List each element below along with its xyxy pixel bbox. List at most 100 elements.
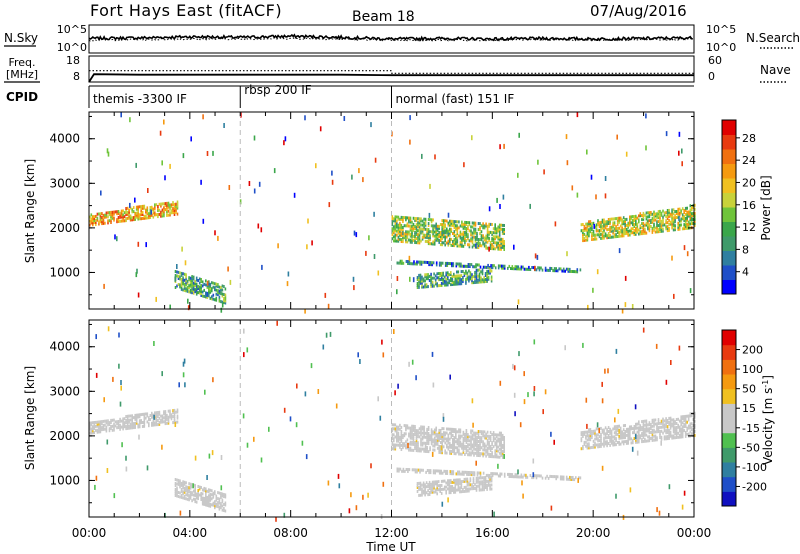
- heatmap-cell: [400, 439, 403, 443]
- heatmap-cell: [212, 293, 215, 297]
- heatmap-cell: [411, 238, 413, 242]
- heatmap-cell: [594, 429, 596, 433]
- heatmap-cell: [415, 445, 418, 449]
- heatmap-cell: [176, 204, 179, 208]
- heatmap-cell: [678, 219, 681, 223]
- heatmap-cell: [511, 473, 514, 477]
- heatmap-cell: [440, 273, 443, 277]
- heatmap-cell: [473, 447, 475, 451]
- heatmap-cell: [630, 215, 633, 219]
- heatmap-cell: [513, 365, 516, 371]
- heatmap-cell: [406, 240, 409, 244]
- heatmap-cell: [429, 469, 432, 473]
- heatmap-cell: [633, 215, 636, 218]
- heatmap-cell: [437, 284, 440, 288]
- heatmap-cell: [491, 266, 494, 270]
- heatmap-cell: [678, 427, 681, 431]
- heatmap-cell: [672, 216, 675, 220]
- heatmap-cell: [258, 181, 261, 187]
- colorbar-swatch: [722, 344, 736, 360]
- heatmap-cell: [195, 290, 198, 294]
- heatmap-cell: [671, 422, 673, 426]
- heatmap-cell: [479, 238, 481, 242]
- heatmap-cell: [677, 227, 679, 231]
- heatmap-cell: [151, 413, 153, 417]
- heatmap-cell: [462, 440, 465, 444]
- heatmap-cell: [430, 278, 432, 282]
- heatmap-cell: [600, 434, 602, 438]
- heatmap-cell: [419, 260, 421, 264]
- heatmap-cell: [158, 422, 161, 426]
- heatmap-cell: [671, 226, 673, 230]
- heatmap-cell: [447, 447, 450, 451]
- heatmap-cell: [399, 261, 402, 265]
- heatmap-cell: [129, 424, 132, 428]
- heatmap-cell: [93, 219, 96, 223]
- heatmap-cell: [403, 216, 406, 220]
- heatmap-cell: [424, 223, 427, 227]
- heatmap-cell: [601, 230, 604, 234]
- heatmap-cell: [458, 264, 461, 268]
- heatmap-cell: [128, 210, 130, 214]
- y-tick-label: 1000: [49, 473, 80, 487]
- heatmap-cell: [503, 266, 506, 270]
- heatmap-cell: [492, 435, 495, 439]
- heatmap-cell: [441, 219, 443, 223]
- heatmap-cell: [603, 218, 605, 222]
- heatmap-cell: [448, 489, 451, 493]
- heatmap-cell: [105, 427, 108, 431]
- heatmap-cell: [217, 503, 219, 507]
- heatmap-cell: [438, 230, 440, 234]
- heatmap-cell: [490, 279, 493, 283]
- heatmap-cell: [353, 230, 356, 236]
- heatmap-cell: [595, 427, 598, 431]
- heatmap-cell: [185, 279, 187, 283]
- heatmap-cell: [412, 428, 415, 432]
- heatmap-cell: [674, 426, 676, 430]
- heatmap-cell: [642, 429, 645, 433]
- heatmap-cell: [459, 442, 462, 446]
- heatmap-cell: [146, 206, 149, 210]
- heatmap-cell: [408, 238, 410, 242]
- heatmap-cell: [260, 227, 263, 233]
- heatmap-cell: [466, 273, 469, 277]
- heatmap-cell: [491, 239, 493, 243]
- heatmap-cell: [152, 419, 155, 423]
- heatmap-cell: [684, 414, 687, 418]
- heatmap-cell: [618, 226, 620, 230]
- heatmap-cell: [402, 234, 404, 238]
- heatmap-cell: [669, 432, 672, 436]
- heatmap-cell: [441, 227, 443, 231]
- heatmap-cell: [487, 483, 490, 487]
- heatmap-cell: [414, 217, 416, 220]
- heatmap-cell: [172, 415, 174, 419]
- heatmap-cell: [134, 425, 136, 429]
- heatmap-cell: [609, 219, 611, 223]
- heatmap-cell: [624, 228, 626, 232]
- heatmap-cell: [206, 495, 209, 499]
- heatmap-cell: [396, 276, 399, 281]
- heatmap-cell: [442, 431, 445, 435]
- heatmap-cell: [212, 501, 215, 505]
- heatmap-cell: [479, 471, 482, 475]
- heatmap-cell: [186, 491, 189, 495]
- heatmap-cell: [180, 281, 183, 285]
- heatmap-cell: [477, 476, 479, 480]
- heatmap-cell: [464, 470, 467, 474]
- heatmap-cell: [511, 267, 514, 271]
- heatmap-cell: [195, 292, 198, 296]
- heatmap-cell: [556, 269, 559, 273]
- heatmap-cell: [401, 259, 403, 263]
- heatmap-cell: [424, 485, 426, 489]
- heatmap-cell: [469, 471, 471, 474]
- heatmap-cell: [589, 446, 592, 450]
- heatmap-cell: [476, 231, 478, 235]
- heatmap-cell: [90, 421, 93, 425]
- heatmap-cell: [586, 230, 589, 234]
- heatmap-cell: [542, 409, 544, 415]
- heatmap-cell: [189, 280, 192, 284]
- heatmap-cell: [471, 281, 473, 285]
- heatmap-cell: [433, 226, 436, 230]
- heatmap-cell: [681, 215, 684, 219]
- heatmap-cell: [166, 415, 168, 419]
